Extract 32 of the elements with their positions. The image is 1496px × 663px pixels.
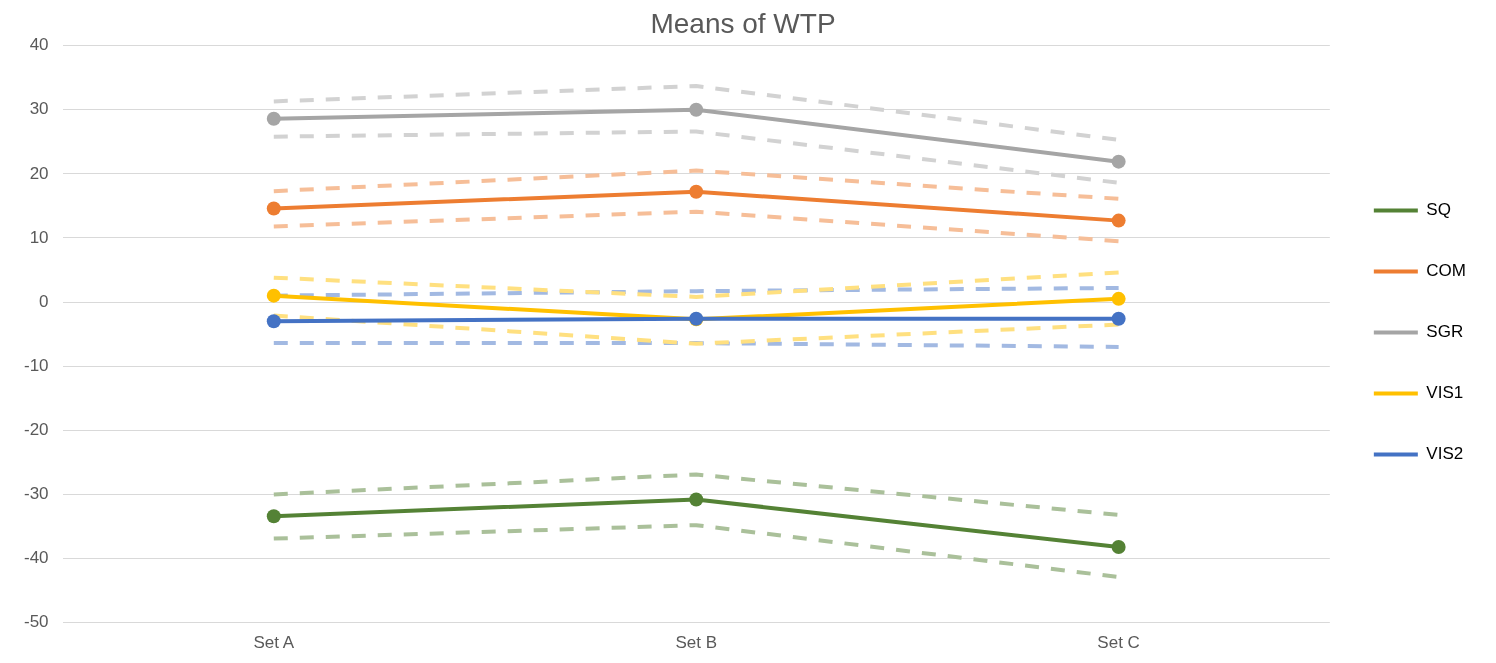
point [1111,539,1126,554]
y-tick-label: 10 [29,227,49,247]
point [266,201,281,216]
y-tick-label: -40 [23,548,49,568]
y-tick-label: 40 [29,35,49,55]
point [1111,154,1126,169]
legend-label: SGR [1426,322,1464,342]
point [1111,311,1126,326]
legend-label: SQ [1426,200,1451,220]
y-tick-label: 0 [39,291,49,311]
legend-label: VIS1 [1426,383,1464,403]
x-tick-label: Set B [675,633,717,653]
y-tick-label: -50 [23,612,49,632]
point [1111,291,1126,306]
legend-label: COM [1426,261,1467,281]
x-tick-label: Set A [253,633,295,653]
point [689,102,704,117]
point [1111,213,1126,228]
point [689,492,704,507]
y-tick-label: -30 [23,484,49,504]
point [266,314,281,329]
point [266,111,281,126]
legend-label: VIS2 [1426,444,1464,464]
y-tick-label: 30 [29,99,49,119]
y-tick-label: -10 [23,355,49,375]
chart-title: Means of WTP [650,7,836,39]
point [689,184,704,199]
point [266,509,281,524]
y-tick-label: 20 [29,163,49,183]
point [266,288,281,303]
x-tick-label: Set C [1097,633,1140,653]
y-tick-label: -20 [23,419,49,439]
